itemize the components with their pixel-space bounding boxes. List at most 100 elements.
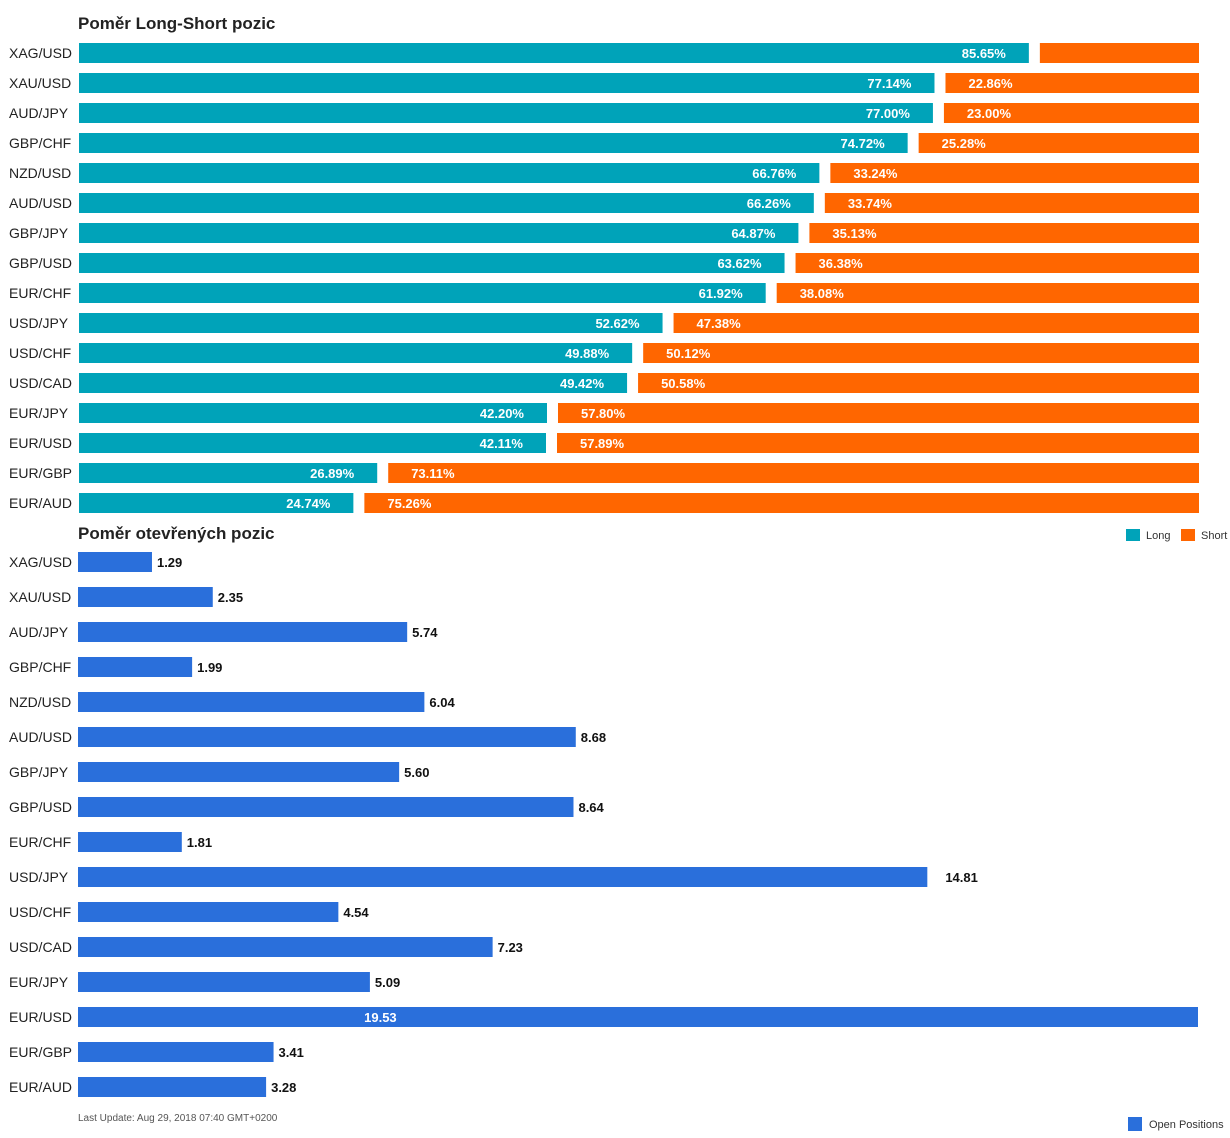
legend-short-label: Short bbox=[1201, 530, 1227, 542]
last-update-text: Last Update: Aug 29, 2018 07:40 GMT+0200 bbox=[78, 1113, 278, 1124]
chart2-category-gbp-jpy: GBP/JPY bbox=[9, 764, 69, 780]
chart1-short-label-gbp-jpy: 35.13% bbox=[832, 226, 877, 241]
chart2-value-label-xag-usd: 1.29 bbox=[157, 555, 182, 570]
chart1-long-bar-gbp-usd bbox=[79, 253, 785, 273]
chart2-category-eur-chf: EUR/CHF bbox=[9, 834, 71, 850]
chart2-category-aud-usd: AUD/USD bbox=[9, 729, 72, 745]
chart2-title: Poměr otevřených pozic bbox=[78, 524, 275, 543]
chart1-plot: XAG/USD 85.65% XAU/USD 77.14% 22.86% AUD/JPY 7… bbox=[9, 43, 1200, 513]
chart1-category-gbp-usd: GBP/USD bbox=[9, 255, 72, 271]
chart2-bar-nzd-usd bbox=[78, 692, 425, 712]
chart1-short-label-eur-chf: 38.08% bbox=[800, 286, 845, 301]
chart1-short-bar-gbp-usd bbox=[795, 253, 1199, 273]
chart2-category-gbp-usd: GBP/USD bbox=[9, 799, 72, 815]
chart1-long-label-gbp-usd: 63.62% bbox=[717, 256, 762, 271]
chart1-short-bar-eur-chf bbox=[776, 283, 1199, 303]
chart2-category-eur-gbp: EUR/GBP bbox=[9, 1044, 72, 1060]
chart2-category-xag-usd: XAG/USD bbox=[9, 554, 72, 570]
chart1-short-label-usd-cad: 50.58% bbox=[661, 376, 706, 391]
chart2-value-label-eur-gbp: 3.41 bbox=[279, 1045, 304, 1060]
chart1-category-gbp-chf: GBP/CHF bbox=[9, 135, 71, 151]
legend-long-swatch bbox=[1126, 529, 1140, 541]
chart1-long-bar-gbp-jpy bbox=[79, 223, 799, 243]
chart1-short-label-nzd-usd: 33.24% bbox=[853, 166, 898, 181]
chart1-short-bar-xau-usd bbox=[945, 73, 1199, 93]
chart1-long-label-eur-jpy: 42.20% bbox=[480, 406, 525, 421]
chart2-value-label-usd-jpy: 14.81 bbox=[945, 870, 978, 885]
chart2-bar-eur-usd bbox=[78, 1007, 1198, 1027]
chart1-long-bar-usd-chf bbox=[79, 343, 633, 363]
chart1-category-eur-gbp: EUR/GBP bbox=[9, 465, 72, 481]
chart1-long-label-aud-usd: 66.26% bbox=[747, 196, 792, 211]
chart2-bar-xag-usd bbox=[78, 552, 152, 572]
chart2-category-usd-cad: USD/CAD bbox=[9, 939, 72, 955]
chart2-value-label-eur-chf: 1.81 bbox=[187, 835, 212, 850]
chart2-category-gbp-chf: GBP/CHF bbox=[9, 659, 71, 675]
chart1-category-nzd-usd: NZD/USD bbox=[9, 165, 71, 181]
legend-open-positions-label: Open Positions bbox=[1149, 1119, 1224, 1131]
chart1-short-bar-gbp-chf bbox=[918, 133, 1199, 153]
chart1-long-bar-eur-chf bbox=[79, 283, 766, 303]
chart1-category-eur-usd: EUR/USD bbox=[9, 435, 72, 451]
chart1-long-label-eur-usd: 42.11% bbox=[480, 436, 524, 451]
chart1-short-bar-eur-aud bbox=[364, 493, 1200, 513]
chart1-long-bar-eur-aud bbox=[79, 493, 354, 513]
chart1-long-label-eur-gbp: 26.89% bbox=[310, 466, 355, 481]
chart1-category-eur-jpy: EUR/JPY bbox=[9, 405, 69, 421]
chart2-bar-usd-cad bbox=[78, 937, 493, 957]
chart1-short-bar-eur-usd bbox=[556, 433, 1199, 453]
chart1-short-bar-aud-usd bbox=[824, 193, 1199, 213]
chart2-category-xau-usd: XAU/USD bbox=[9, 589, 71, 605]
chart1-category-usd-cad: USD/CAD bbox=[9, 375, 72, 391]
chart1-category-aud-usd: AUD/USD bbox=[9, 195, 72, 211]
chart1-short-bar-xag-usd bbox=[1039, 43, 1199, 63]
chart1-short-bar-usd-cad bbox=[638, 373, 1199, 393]
chart2-value-label-aud-usd: 8.68 bbox=[581, 730, 606, 745]
legend-short-swatch bbox=[1181, 529, 1195, 541]
chart1-short-label-eur-gbp: 73.11% bbox=[411, 466, 455, 481]
chart1-long-label-nzd-usd: 66.76% bbox=[752, 166, 797, 181]
chart2-value-label-gbp-jpy: 5.60 bbox=[404, 765, 429, 780]
chart2-legend: Open Positions bbox=[1128, 1117, 1224, 1131]
chart2-category-eur-jpy: EUR/JPY bbox=[9, 974, 69, 990]
chart2-bar-gbp-chf bbox=[78, 657, 193, 677]
chart1-long-bar-eur-gbp bbox=[79, 463, 378, 483]
chart1-category-aud-jpy: AUD/JPY bbox=[9, 105, 69, 121]
chart1-short-label-usd-chf: 50.12% bbox=[666, 346, 711, 361]
chart1-title: Poměr Long-Short pozic bbox=[78, 14, 275, 33]
chart2-value-label-eur-usd: 19.53 bbox=[364, 1010, 397, 1025]
chart1-long-label-eur-chf: 61.92% bbox=[699, 286, 744, 301]
chart2-value-label-xau-usd: 2.35 bbox=[218, 590, 243, 605]
chart2-bar-xau-usd bbox=[78, 587, 213, 607]
legend-open-positions-swatch bbox=[1128, 1117, 1142, 1131]
chart2-bar-aud-jpy bbox=[78, 622, 408, 642]
chart1-long-bar-eur-jpy bbox=[79, 403, 547, 423]
chart1-long-label-usd-jpy: 52.62% bbox=[595, 316, 640, 331]
chart1-short-label-eur-jpy: 57.80% bbox=[581, 406, 626, 421]
chart2-bar-eur-jpy bbox=[78, 972, 370, 992]
chart1-short-bar-usd-jpy bbox=[673, 313, 1199, 333]
chart1-long-label-gbp-jpy: 64.87% bbox=[731, 226, 776, 241]
chart1-category-xag-usd: XAG/USD bbox=[9, 45, 72, 61]
chart2-value-label-gbp-chf: 1.99 bbox=[197, 660, 222, 675]
legend-long-label: Long bbox=[1146, 530, 1170, 542]
chart2-bar-gbp-jpy bbox=[78, 762, 400, 782]
chart2-category-nzd-usd: NZD/USD bbox=[9, 694, 71, 710]
chart2-bar-usd-chf bbox=[78, 902, 339, 922]
chart2-value-label-eur-aud: 3.28 bbox=[271, 1080, 296, 1095]
chart1-category-usd-chf: USD/CHF bbox=[9, 345, 71, 361]
chart1-short-label-aud-usd: 33.74% bbox=[848, 196, 893, 211]
chart2-value-label-usd-cad: 7.23 bbox=[498, 940, 523, 955]
chart1-category-gbp-jpy: GBP/JPY bbox=[9, 225, 69, 241]
chart1-long-label-gbp-chf: 74.72% bbox=[841, 136, 886, 151]
chart1-short-bar-gbp-jpy bbox=[809, 223, 1199, 243]
chart1-short-label-aud-jpy: 23.00% bbox=[967, 106, 1012, 121]
chart2-bar-eur-gbp bbox=[78, 1042, 274, 1062]
chart2-value-label-aud-jpy: 5.74 bbox=[412, 625, 438, 640]
chart2-bar-usd-jpy bbox=[78, 867, 928, 887]
chart1-short-bar-eur-gbp bbox=[388, 463, 1200, 483]
chart2-category-usd-jpy: USD/JPY bbox=[9, 869, 69, 885]
chart1-long-bar-xag-usd bbox=[79, 43, 1029, 63]
chart1-long-label-aud-jpy: 77.00% bbox=[866, 106, 911, 121]
